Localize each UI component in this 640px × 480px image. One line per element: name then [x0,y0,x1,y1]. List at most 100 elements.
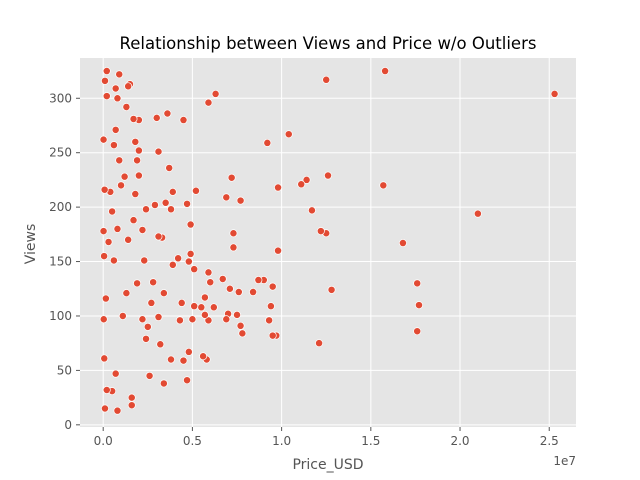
data-point [102,386,111,394]
data-point [236,321,245,330]
data-point [184,257,193,266]
data-point [129,115,138,123]
data-point [131,137,140,146]
data-point [229,243,238,252]
data-point [159,379,168,388]
data-point [138,315,147,324]
y-tick-label: 300 [49,91,72,105]
data-point [138,226,147,234]
data-point [184,347,193,356]
data-point [268,331,277,340]
data-point [163,109,172,118]
y-tick-label: 200 [49,200,72,214]
data-point [115,70,124,79]
plot-area [80,58,576,427]
data-point [102,92,111,101]
data-point [381,67,390,76]
data-point [204,268,213,277]
y-tick-label: 100 [49,309,72,323]
data-point [133,279,142,288]
data-point [154,232,163,241]
data-point [199,352,208,361]
data-point [204,316,213,325]
data-point [550,89,559,98]
data-point [134,171,143,180]
data-point [254,276,263,285]
data-point [147,298,156,307]
data-point [177,298,186,307]
data-point [101,294,110,303]
x-axis-scale-label: 1e7 [553,454,576,468]
data-point [143,322,152,331]
data-point [197,303,206,312]
data-point [124,235,133,244]
data-point [140,256,149,265]
data-point [154,147,163,156]
data-point [100,185,109,194]
data-point [227,173,236,182]
data-point [190,265,199,274]
data-point [167,355,175,364]
data-point [209,303,218,312]
data-point [263,138,272,147]
data-point [222,193,231,202]
data-point [225,284,234,293]
x-tick-label: 1.5 [361,434,380,448]
data-point [150,200,159,209]
data-point [186,249,195,258]
data-point [188,315,197,324]
data-point [274,246,282,255]
data-point [179,116,188,124]
data-point [120,172,129,181]
data-point [168,260,177,269]
x-tick-label: 2.0 [450,434,469,448]
x-tick-label: 0.5 [183,434,202,448]
data-point [200,293,209,302]
data-point [127,401,136,410]
data-point [322,75,331,84]
data-point [206,278,215,287]
data-point [324,171,332,180]
data-point [99,227,108,236]
data-point [167,205,175,214]
data-point [159,289,168,298]
data-point [111,369,120,378]
data-point [113,94,122,103]
data-point [100,252,109,261]
data-point [274,183,282,192]
data-point [109,256,118,265]
y-axis-label: Views [23,224,39,265]
data-point [413,327,422,336]
y-tick-label: 250 [49,146,72,160]
data-point [234,288,243,296]
data-point [192,186,200,195]
data-point [113,224,122,233]
data-point [238,329,247,338]
data-point [190,302,199,311]
data-point [265,316,274,325]
data-point [236,196,245,205]
data-point [168,187,177,196]
data-point [134,146,143,155]
data-points [99,67,559,415]
data-point [115,156,124,165]
data-point [175,316,184,325]
data-point [229,229,238,238]
data-point [211,89,220,98]
data-point [233,310,241,319]
data-point [249,288,258,296]
data-point [284,130,293,139]
data-point [222,315,231,324]
data-point [104,238,113,246]
data-point [118,312,127,320]
grid-lines [80,58,576,427]
data-point [127,393,136,402]
data-point [316,227,325,236]
data-point [111,84,120,93]
data-point [302,175,311,184]
data-point [102,67,111,76]
data-point [186,220,195,229]
data-point [413,279,422,288]
data-point [473,209,482,218]
